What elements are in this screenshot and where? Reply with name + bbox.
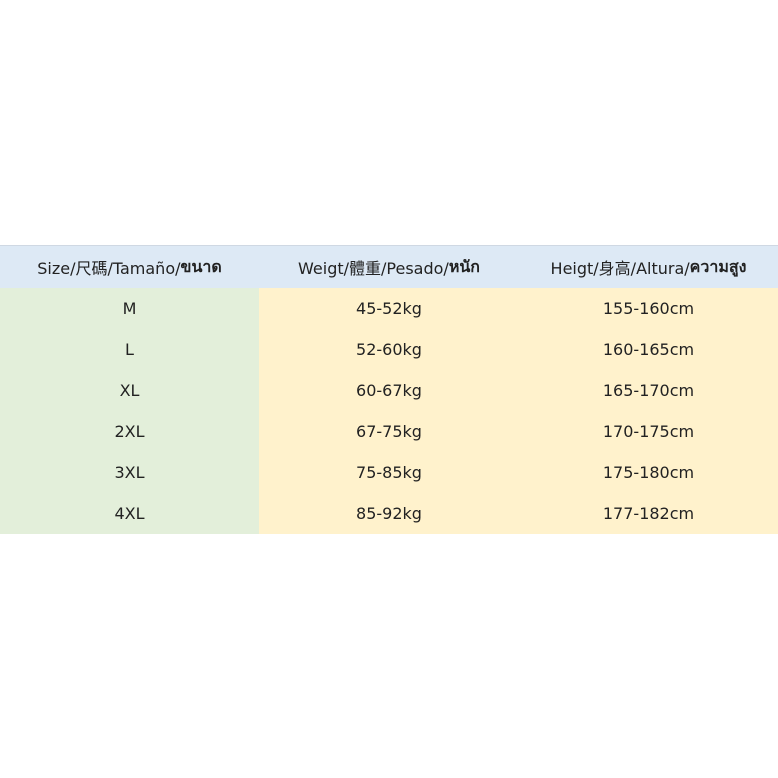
header-text: Heigt/身高/Altura/	[550, 259, 690, 278]
value-cell: 175-180cm	[519, 452, 778, 493]
value-cell: 170-175cm	[519, 411, 778, 452]
header-thai: ความสูง	[689, 256, 747, 276]
value-cell: 75-85kg	[259, 452, 519, 493]
header-thai: หนัก	[448, 256, 480, 276]
size-table: Size/尺碼/Tamaño/ขนาด Weigt/體重/Pesado/หนัก H…	[0, 245, 778, 534]
size-cell: M	[0, 288, 259, 329]
header-cell: Size/尺碼/Tamaño/ขนาด	[0, 246, 259, 288]
size-cell: L	[0, 329, 259, 370]
value-cell: 160-165cm	[519, 329, 778, 370]
header-text: Size/尺碼/Tamaño/	[37, 259, 181, 278]
size-cell: 2XL	[0, 411, 259, 452]
value-cell: 67-75kg	[259, 411, 519, 452]
value-cell: 177-182cm	[519, 493, 778, 534]
header-cell: Heigt/身高/Altura/ความสูง	[519, 246, 778, 288]
value-cell: 165-170cm	[519, 370, 778, 411]
header-text: Weigt/體重/Pesado/	[298, 259, 449, 278]
header-cell: Weigt/體重/Pesado/หนัก	[259, 246, 519, 288]
size-cell: 3XL	[0, 452, 259, 493]
header-thai: ขนาด	[180, 256, 222, 276]
value-cell: 45-52kg	[259, 288, 519, 329]
value-cell: 85-92kg	[259, 493, 519, 534]
value-cell: 52-60kg	[259, 329, 519, 370]
size-cell: 4XL	[0, 493, 259, 534]
size-cell: XL	[0, 370, 259, 411]
value-cell: 60-67kg	[259, 370, 519, 411]
value-cell: 155-160cm	[519, 288, 778, 329]
